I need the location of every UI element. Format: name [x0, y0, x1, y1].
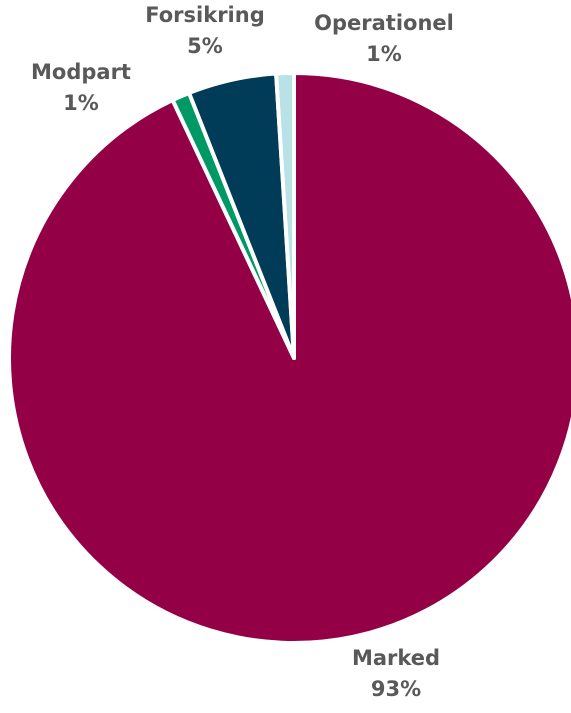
slice-label-modpart: Modpart 1%	[31, 60, 131, 115]
slice-percent-modpart: 1%	[63, 91, 99, 115]
slice-label-operationel: Operationel 1%	[314, 11, 454, 66]
pie-slice-operationel	[274, 70, 296, 360]
slice-label-forsikring: Forsikring 5%	[145, 3, 264, 58]
slice-percent-marked: 93%	[371, 677, 421, 701]
slice-name-forsikring: Forsikring	[145, 3, 264, 27]
pie-slice-marked	[6, 71, 571, 645]
slice-label-marked: Marked 93%	[352, 646, 440, 701]
slice-name-modpart: Modpart	[31, 60, 131, 84]
slice-name-operationel: Operationel	[314, 11, 454, 35]
slice-percent-forsikring: 5%	[187, 34, 223, 58]
pie-labels: Marked 93% Modpart 1% Forsikring 5% Operatione…	[31, 3, 454, 701]
slice-percent-operationel: 1%	[366, 42, 402, 66]
pie-slices	[6, 70, 571, 645]
slice-name-marked: Marked	[352, 646, 440, 670]
